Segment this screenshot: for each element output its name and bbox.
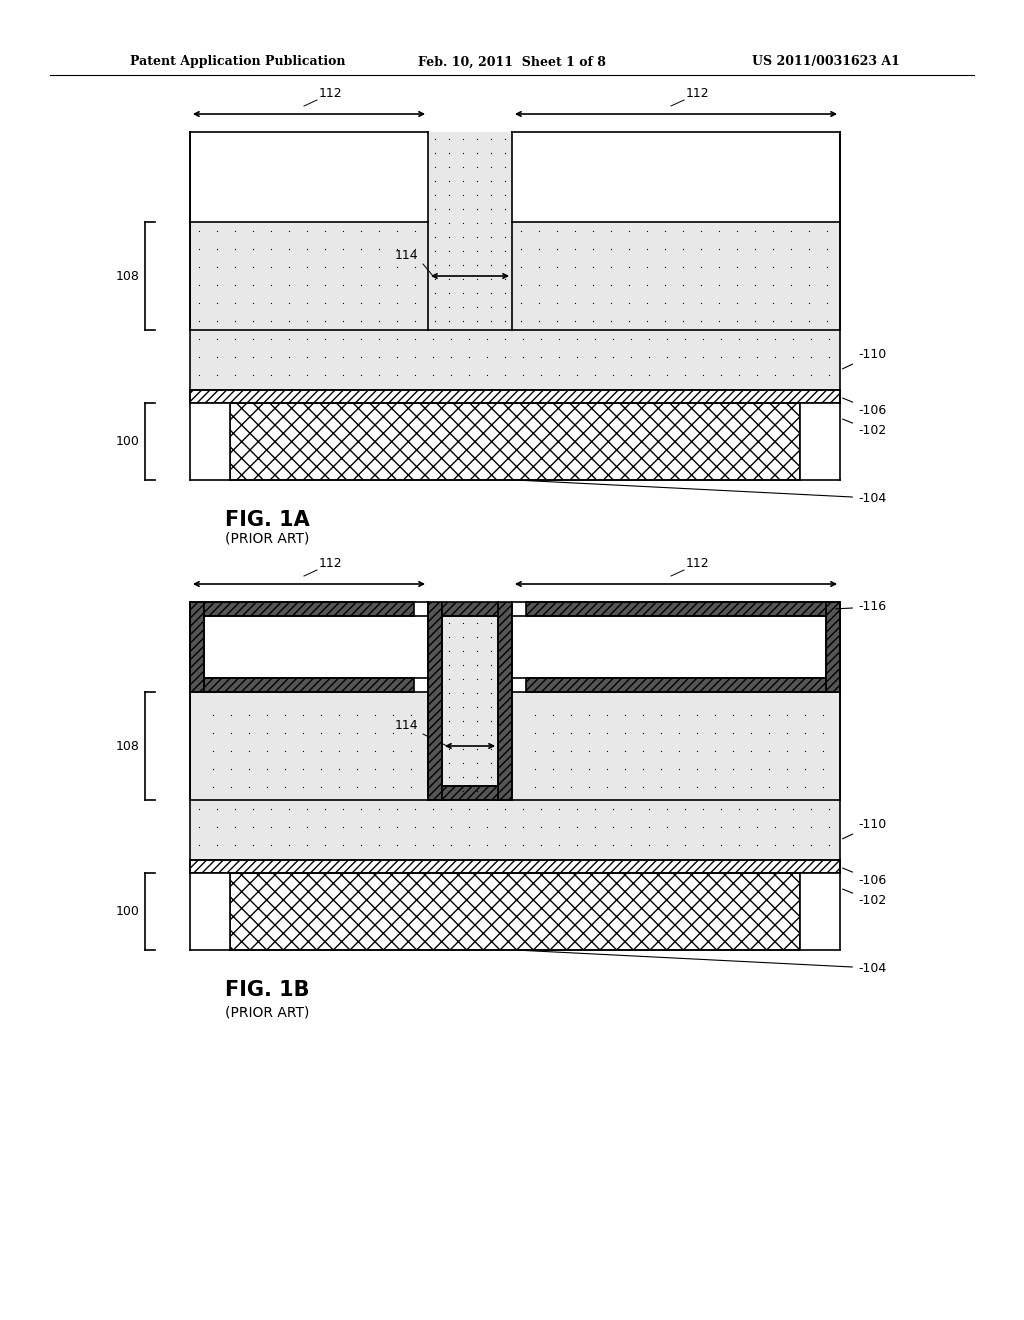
Bar <box>204 616 414 692</box>
Text: 108: 108 <box>116 269 140 282</box>
Bar <box>526 678 826 692</box>
Text: 112: 112 <box>686 87 710 100</box>
Bar <box>442 602 498 616</box>
Bar <box>230 873 800 950</box>
Bar <box>512 132 840 222</box>
Bar <box>190 602 840 950</box>
Text: 108: 108 <box>116 739 140 752</box>
Bar <box>190 132 428 222</box>
Bar <box>428 602 442 800</box>
Bar <box>204 678 414 692</box>
Text: 114: 114 <box>394 249 418 261</box>
Bar <box>428 132 512 330</box>
Text: 100: 100 <box>116 436 140 447</box>
Bar <box>800 403 840 480</box>
Bar <box>800 873 840 950</box>
Bar <box>190 330 840 389</box>
Bar <box>442 785 498 800</box>
Bar <box>428 602 512 800</box>
Text: -110: -110 <box>843 818 886 838</box>
Bar <box>190 861 840 873</box>
Text: -102: -102 <box>843 418 886 437</box>
Bar <box>826 602 840 692</box>
Text: US 2011/0031623 A1: US 2011/0031623 A1 <box>752 55 900 69</box>
Text: -102: -102 <box>843 890 886 908</box>
Bar <box>190 403 840 480</box>
Text: -110: -110 <box>843 348 886 368</box>
Text: -104: -104 <box>518 950 886 974</box>
Text: 112: 112 <box>686 557 710 570</box>
Text: 112: 112 <box>319 557 343 570</box>
Text: 114: 114 <box>394 719 418 733</box>
Bar <box>512 222 840 330</box>
Text: 100: 100 <box>116 906 140 917</box>
Bar <box>190 222 428 330</box>
Text: -106: -106 <box>843 399 886 417</box>
Bar <box>526 602 826 616</box>
Bar <box>526 616 826 692</box>
Bar <box>190 692 428 800</box>
Bar <box>190 389 840 403</box>
Text: -116: -116 <box>836 601 886 614</box>
Text: FIG. 1B: FIG. 1B <box>225 979 309 1001</box>
Bar <box>498 602 512 800</box>
Text: -104: -104 <box>518 480 886 504</box>
Text: (PRIOR ART): (PRIOR ART) <box>225 532 309 546</box>
Text: -106: -106 <box>843 869 886 887</box>
Bar <box>190 403 230 480</box>
Bar <box>190 800 840 861</box>
Text: 112: 112 <box>319 87 343 100</box>
Text: (PRIOR ART): (PRIOR ART) <box>225 1005 309 1019</box>
Bar <box>190 873 230 950</box>
Bar <box>190 602 204 692</box>
Text: Feb. 10, 2011  Sheet 1 of 8: Feb. 10, 2011 Sheet 1 of 8 <box>418 55 606 69</box>
Bar <box>190 132 840 480</box>
Bar <box>204 602 414 616</box>
Bar <box>512 692 840 800</box>
Text: FIG. 1A: FIG. 1A <box>225 510 309 531</box>
Text: Patent Application Publication: Patent Application Publication <box>130 55 345 69</box>
Bar <box>230 403 800 480</box>
